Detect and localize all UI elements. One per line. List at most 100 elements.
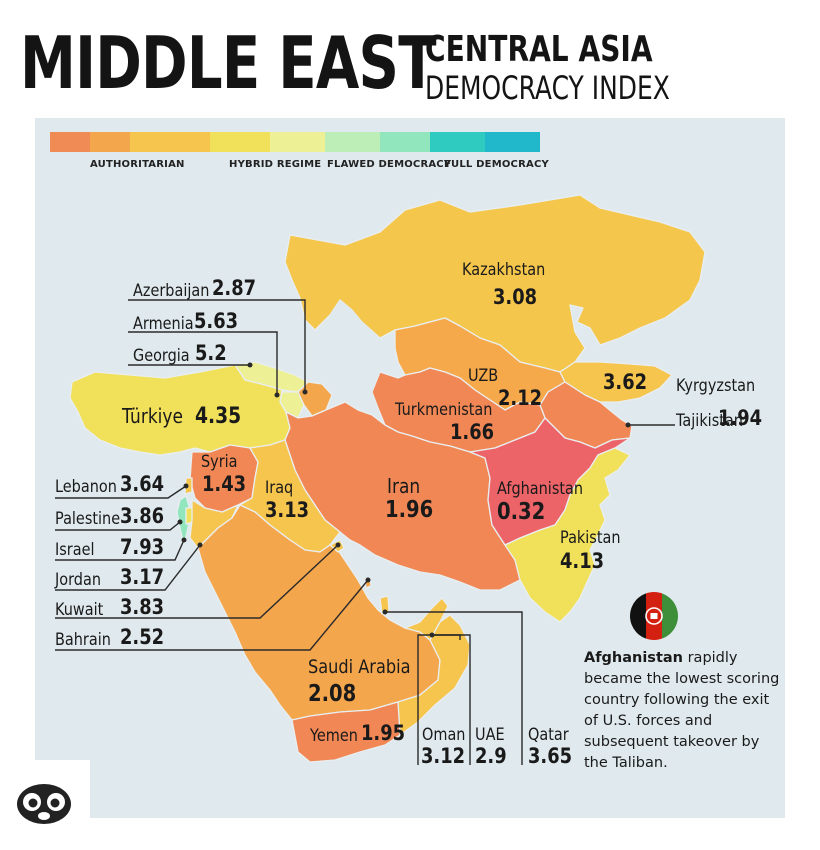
label-pakistan-score: 4.13 (560, 549, 605, 573)
country-yemen[interactable] (291, 701, 401, 763)
label-syria-name: Syria (201, 452, 238, 472)
title-subtitle-region: CENTRAL ASIA (425, 29, 653, 70)
label-qatar-score: 3.65 (528, 744, 573, 768)
legend-category-flawed: FLAWED DEMOCRACY (327, 159, 452, 170)
label-armenia-name: Armenia (133, 314, 194, 334)
legend-swatch-3 (130, 132, 210, 152)
dot-georgia (247, 362, 253, 368)
label-afghanistan-score: 0.32 (497, 499, 546, 525)
leader-israel (55, 539, 185, 561)
label-kuwait-name: Kuwait (55, 600, 104, 620)
label-qatar-name: Qatar (528, 725, 569, 745)
label-kyrgyzstan-name: Kyrgyzstan (676, 376, 756, 396)
label-iran-name: Iran (387, 474, 421, 498)
dot-uae (429, 632, 435, 638)
label-georgia-score: 5.2 (195, 341, 227, 365)
dot-palestine (177, 519, 183, 525)
legend-swatch-1 (50, 132, 90, 152)
dot-bahrain (365, 577, 371, 583)
title-subtitle-index: DEMOCRACY INDEX (425, 69, 670, 107)
legend-swatch-2 (90, 132, 130, 152)
label-iran-score: 1.96 (385, 497, 434, 523)
label-tajikistan-name: Tajikistan (676, 411, 743, 431)
leader-azerbaijan (128, 299, 306, 392)
label-georgia-name: Georgia (133, 346, 190, 366)
legend-swatch-4 (210, 132, 270, 152)
label-azerbaijan-name: Azerbaijan (133, 281, 210, 301)
label-uae-score: 2.9 (475, 744, 507, 768)
label-uae-name: UAE (475, 725, 505, 745)
dot-israel (181, 537, 187, 543)
label-jordan-score: 3.17 (120, 565, 165, 589)
dot-kuwait (335, 542, 341, 548)
label-bahrain-score: 2.52 (120, 625, 165, 649)
label-lebanon-name: Lebanon (55, 477, 117, 497)
leader-qatar (385, 611, 523, 765)
legend-category-hybrid: HYBRID REGIME (229, 159, 322, 170)
label-pakistan-name: Pakistan (560, 528, 621, 548)
legend-category-authoritarian: AUTHORITARIAN (90, 159, 185, 170)
label-turkiye-score: 4.35 (195, 404, 242, 429)
legend-category-full: FULL DEMOCRACY (444, 159, 549, 170)
leader-dots (177, 362, 631, 638)
label-afghanistan-name: Afghanistan (497, 479, 584, 499)
label-bahrain-name: Bahrain (55, 630, 111, 650)
label-armenia-score: 5.63 (194, 309, 239, 333)
legend-swatch-7 (380, 132, 430, 152)
label-jordan-name: Jordan (55, 570, 101, 590)
leader-kuwait (55, 544, 339, 619)
legend-swatch-5 (270, 132, 325, 152)
country-kazakhstan[interactable] (284, 194, 706, 373)
dot-qatar (382, 609, 388, 615)
label-azerbaijan-score: 2.87 (212, 276, 257, 300)
label-uzbekistan-score: 2.12 (498, 386, 543, 410)
label-syria-score: 1.43 (202, 472, 247, 496)
label-kyrgyzstan-score: 3.62 (603, 370, 648, 394)
label-iraq-score: 3.13 (265, 498, 310, 522)
label-yemen-score: 1.95 (361, 721, 406, 745)
dot-jordan (197, 542, 203, 548)
label-tajikistan-score: 1.94 (718, 406, 763, 430)
legend-swatch-6 (325, 132, 380, 152)
publisher-logo-icon (14, 778, 74, 826)
label-uzbekistan-name: UZB (468, 366, 499, 386)
title-main: MIDDLE EAST (20, 21, 437, 105)
annotation-text: rapidly became the lowest scoring countr… (584, 650, 780, 771)
label-kazakhstan-name: Kazakhstan (462, 260, 546, 280)
label-yemen-name: Yemen (310, 726, 358, 746)
legend-swatch-8 (430, 132, 485, 152)
label-turkmenistan-score: 1.66 (450, 420, 495, 444)
dot-armenia (274, 392, 280, 398)
label-kazakhstan-score: 3.08 (493, 285, 538, 309)
country-pakistan[interactable] (504, 447, 631, 623)
leader-lebanon (55, 485, 187, 499)
caspian-sea (318, 300, 380, 415)
label-iraq-name: Iraq (265, 478, 294, 498)
leader-armenia (128, 331, 278, 395)
annotation-bold: Afghanistan (584, 650, 683, 666)
label-israel-score: 7.93 (120, 535, 165, 559)
leader-palestine (55, 521, 181, 531)
dot-azerbaijan (302, 389, 308, 395)
label-turkmenistan-name: Turkmenistan (395, 400, 493, 420)
leader-jordan (55, 544, 201, 591)
label-saudi-arabia-name: Saudi Arabia (308, 656, 411, 678)
afghanistan-flag-icon (630, 592, 678, 640)
label-lebanon-score: 3.64 (120, 472, 165, 496)
label-oman-name: Oman (422, 725, 466, 745)
label-palestine-score: 3.86 (120, 504, 165, 528)
label-oman-score: 3.12 (421, 744, 466, 768)
label-turkiye-name: Türkiye (122, 404, 183, 428)
legend-strip (50, 132, 540, 152)
label-palestine-name: Palestine (55, 509, 121, 529)
leader-uae (432, 634, 471, 765)
dot-tajikistan (625, 422, 631, 428)
annotation-afghanistan: Afghanistan rapidly became the lowest sc… (584, 648, 784, 774)
leader-bahrain (55, 579, 369, 651)
label-kuwait-score: 3.83 (120, 595, 165, 619)
leader-lines (55, 299, 675, 765)
label-israel-name: Israel (55, 540, 95, 560)
dot-lebanon (183, 483, 189, 489)
label-saudi-arabia-score: 2.08 (308, 681, 357, 707)
